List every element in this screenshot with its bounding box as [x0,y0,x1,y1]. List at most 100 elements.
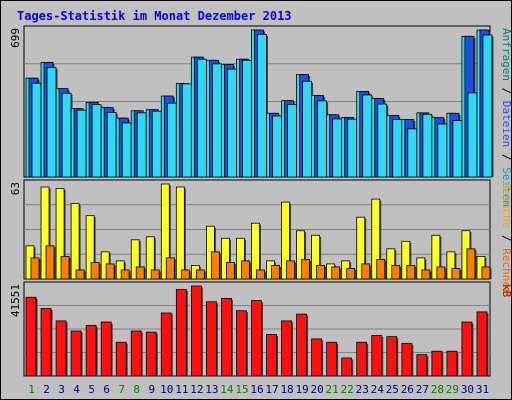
bar-kb-day-16 [251,300,262,377]
bar-besuche-day-28 [431,234,441,280]
x-tick-label-day-20: 20 [311,383,324,396]
bar-besuche-day-16 [251,222,260,280]
bar-seiten-day-26 [407,128,418,178]
x-tick-label-day-15: 15 [235,383,248,396]
bar-besuche-day-24 [371,198,381,280]
bar-besuche-day-10 [160,183,170,280]
bar-rechner-day-10 [165,257,175,280]
bar-seiten-day-28 [437,123,448,178]
bar-rechner-day-28 [436,266,446,280]
bar-besuche-day-25 [386,248,396,280]
chart-panel-3: 41551 kB [9,281,512,377]
bar-seiten-day-16 [257,34,267,178]
bar-kb-day-17 [266,333,277,377]
legend-separator: / [500,228,512,248]
bar-rechner-day-22 [346,268,356,280]
bar-seiten-day-25 [392,119,403,178]
x-tick-label-day-23: 23 [356,383,369,396]
bar-besuche-day-23 [356,216,366,280]
bar-kb-day-9 [145,331,157,377]
bar-seiten-day-3 [61,92,72,178]
x-tick-label-day-13: 13 [205,383,218,396]
x-tick-label-day-17: 17 [265,383,278,396]
bar-rechner-day-24 [376,258,386,280]
bar-rechner-day-17 [271,265,280,280]
bar-seiten-day-23 [362,94,373,178]
bar-kb-day-21 [326,341,338,377]
bar-rechner-day-23 [361,263,371,280]
bar-seiten-day-8 [136,112,147,178]
bar-seiten-day-22 [347,118,358,178]
bar-seiten-day-30 [467,92,478,178]
bar-rechner-day-12 [195,269,205,280]
bar-besuche-day-4 [70,203,80,280]
bar-besuche-day-19 [296,230,305,280]
bar-seiten-day-9 [151,110,162,178]
bar-kb-day-26 [401,342,413,377]
panel-legend: Besuche / Rechner [500,182,512,295]
bar-kb-day-7 [115,341,127,377]
bar-rechner-day-7 [120,269,130,280]
bar-seiten-day-18 [287,104,297,178]
bar-kb-day-10 [160,312,172,377]
legend-separator: / [500,81,512,101]
bar-besuche-day-27 [416,257,426,280]
bar-besuche-day-18 [281,201,290,280]
bar-seiten-day-31 [482,34,493,178]
x-tick-label-day-12: 12 [190,383,203,396]
bar-rechner-day-11 [180,269,190,280]
bar-kb-day-27 [416,354,428,377]
x-tick-label-day-1: 1 [28,383,35,396]
bar-rechner-day-9 [150,269,160,280]
bar-seiten-day-1 [31,82,42,178]
bar-rechner-day-6 [105,263,115,280]
bar-rechner-day-1 [30,257,40,280]
x-tick-label-day-9: 9 [148,383,155,396]
legend-kb: kB [500,284,512,298]
bar-rechner-day-29 [451,268,461,280]
bar-rechner-day-27 [421,269,431,280]
bar-seiten-day-6 [106,112,117,178]
bar-kb-day-24 [371,335,383,377]
bar-kb-day-23 [356,341,368,377]
x-tick-label-day-24: 24 [371,383,385,396]
x-tick-label-day-18: 18 [280,383,293,396]
x-tick-label-day-19: 19 [295,383,308,396]
bar-kb-day-15 [236,310,247,377]
bar-seiten-day-13 [211,63,222,178]
bar-rechner-day-13 [210,251,220,280]
bar-kb-day-4 [70,330,82,377]
bar-kb-day-20 [311,338,323,377]
x-tick-label-day-26: 26 [401,383,414,396]
bar-rechner-day-19 [301,258,310,280]
bar-besuche-day-11 [175,186,185,280]
bar-rechner-day-20 [316,265,326,280]
bar-rechner-day-31 [481,266,491,280]
bar-rechner-day-21 [331,266,341,280]
bar-rechner-day-15 [241,260,250,280]
bar-seiten-day-27 [422,113,433,178]
legend-seiten: Seiten [500,167,512,207]
x-tick-label-day-29: 29 [446,383,459,396]
bar-seiten-day-29 [452,120,463,178]
x-tick-label-day-5: 5 [88,383,95,396]
x-tick-label-day-25: 25 [386,383,399,396]
bar-kb-day-12 [190,285,202,377]
x-tick-label-day-22: 22 [341,383,354,396]
bar-kb-day-14 [221,297,232,377]
x-tick-label-day-3: 3 [58,383,65,396]
bar-rechner-day-8 [135,266,145,280]
bar-seiten-day-24 [377,103,388,178]
bar-rechner-day-5 [90,262,100,280]
bar-kb-day-30 [461,321,473,377]
bar-besuche-day-3 [55,188,65,280]
bar-besuche-day-2 [40,186,50,280]
bar-kb-day-3 [55,320,67,377]
bar-kb-day-28 [431,350,443,377]
bar-seiten-day-12 [196,58,207,178]
bar-kb-day-8 [130,330,142,377]
bar-seiten-day-20 [317,100,328,178]
bar-rechner-day-18 [286,260,295,280]
bar-kb-day-11 [175,288,187,377]
